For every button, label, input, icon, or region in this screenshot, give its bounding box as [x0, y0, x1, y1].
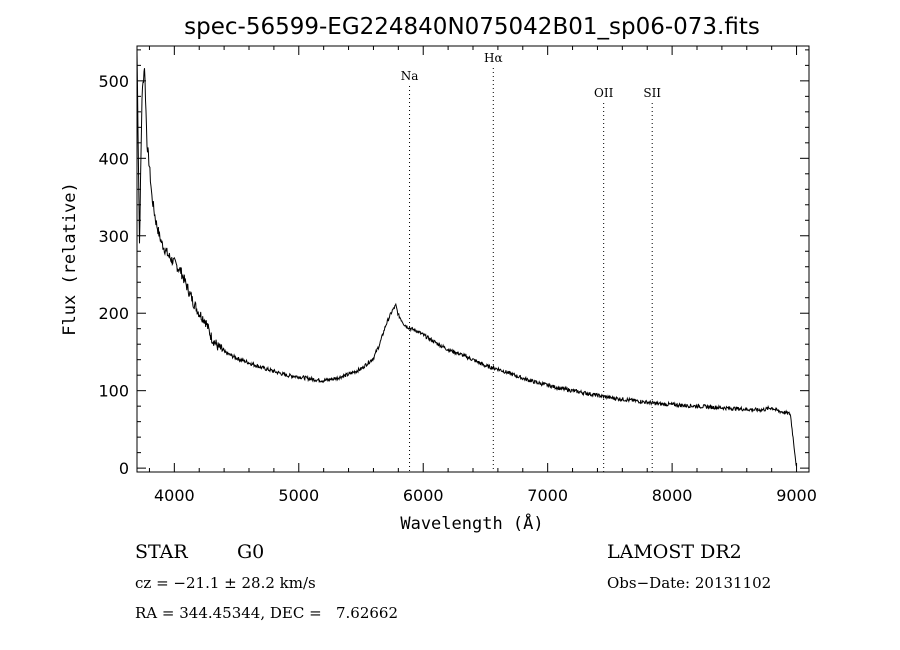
coordinates: RA = 344.45344, DEC = 7.62662 — [135, 604, 399, 622]
observation-date: Obs−Date: 20131102 — [607, 574, 772, 592]
y-tick-label: 500 — [98, 72, 129, 91]
subclass: G0 — [237, 541, 265, 563]
y-tick-label: 100 — [98, 382, 129, 401]
reference-line-label: SII — [643, 86, 661, 100]
object-class: STAR — [135, 541, 188, 563]
y-tick-label: 0 — [119, 459, 129, 478]
reference-line-label: Hα — [484, 51, 503, 65]
reference-lines: Na Hα OII SII — [401, 51, 661, 472]
x-tick-label: 7000 — [527, 486, 568, 505]
x-tick-label: 4000 — [154, 486, 195, 505]
axes: 4000 5000 6000 7000 8000 9000 0 100 200 300 400 500 — [98, 45, 817, 505]
x-axis-label: Wavelength (Å) — [400, 512, 543, 534]
y-axis-label: Flux (relative) — [60, 182, 80, 336]
y-tick-label: 300 — [98, 227, 129, 246]
x-tick-label: 8000 — [652, 486, 693, 505]
reference-line-label: OII — [594, 86, 614, 100]
chart-title: spec-56599-EG224840N075042B01_sp06-073.f… — [184, 14, 760, 40]
spectrum-line — [136, 49, 798, 467]
series-layer — [136, 49, 798, 467]
x-tick-label: 9000 — [776, 486, 817, 505]
x-tick-label: 5000 — [278, 486, 319, 505]
redshift-velocity: cz = −21.1 ± 28.2 km/s — [135, 574, 316, 592]
y-tick-label: 200 — [98, 304, 129, 323]
x-tick-label: 6000 — [403, 486, 444, 505]
reference-line-label: Na — [401, 69, 419, 83]
y-tick-label: 400 — [98, 149, 129, 168]
survey-name: LAMOST DR2 — [607, 541, 742, 563]
